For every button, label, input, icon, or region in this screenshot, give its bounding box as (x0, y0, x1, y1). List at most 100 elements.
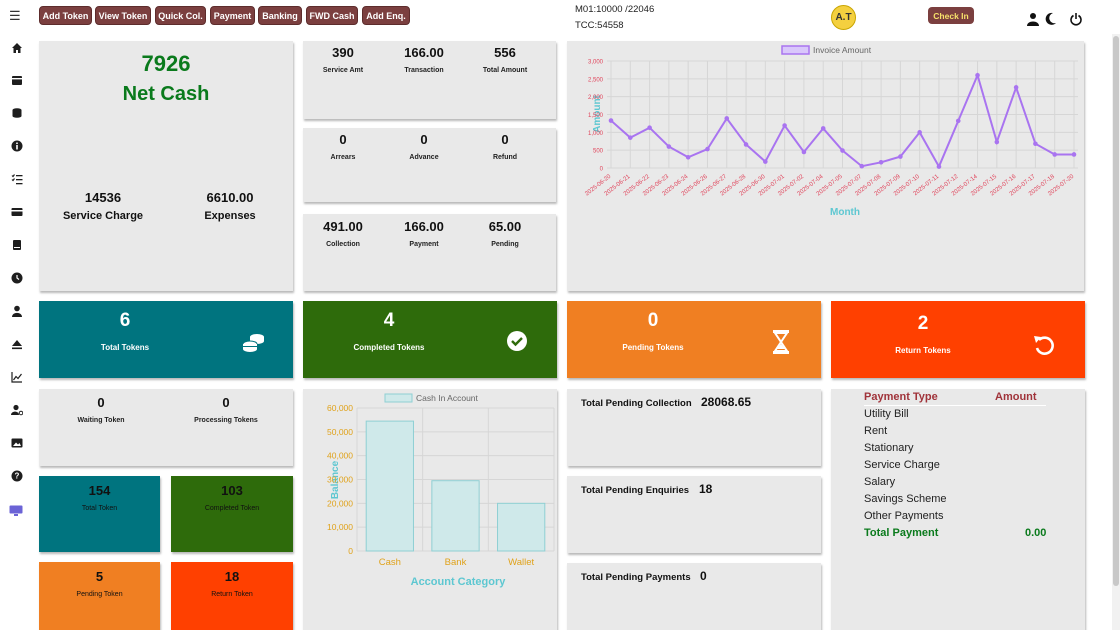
dashboard-main: 7926 Net Cash 14536 Service Charge 6610.… (32, 34, 1107, 630)
pending-tokens-tile[interactable]: 0 Pending Tokens (567, 301, 821, 378)
bar-wallet (497, 502, 546, 552)
store-icon[interactable] (11, 74, 23, 86)
line-data-point (994, 139, 1000, 145)
line-y-tick-label: 1,000 (588, 131, 604, 137)
line-data-point (1033, 141, 1038, 147)
pending-payments-card: Total Pending Payments 0 (567, 563, 821, 630)
balance-card: 0 Arrears 0 Advance 0 Refund (303, 128, 556, 202)
user-icon[interactable] (1027, 12, 1039, 26)
collection-card: 491.00 Collection 166.00 Payment 65.00 P… (303, 214, 556, 291)
bar-legend-label: Cash In Account (416, 393, 479, 403)
payment-button[interactable]: Payment (210, 6, 255, 25)
home-icon[interactable] (11, 42, 23, 54)
line-data-point (763, 159, 768, 164)
line-data-point (647, 125, 652, 130)
total-amount-value: 556 (494, 45, 516, 60)
menu-icon[interactable]: ☰ (9, 8, 21, 23)
dark-mode-icon[interactable] (1045, 12, 1057, 26)
task-list-icon[interactable] (11, 173, 23, 185)
return-tokens-tile[interactable]: 2 Return Tokens (831, 301, 1085, 378)
pending-payments-label: Total Pending Payments (581, 572, 691, 583)
return-tokens-count: 2 (917, 313, 929, 334)
bar-y-tick-label: 60,000 (327, 403, 353, 413)
eject-icon[interactable] (11, 338, 23, 350)
top-bar: ☰ Add Token View Token Quick Col. Paymen… (0, 0, 1120, 34)
total-amount-label: Total Amount (482, 67, 528, 74)
counter-info-line2: TCC:54558 (575, 20, 624, 31)
line-y-tick-label: 3,000 (588, 60, 604, 66)
total-token-count: 154 (88, 483, 111, 498)
arrears-label: Arrears (330, 154, 356, 161)
image-icon[interactable] (11, 437, 23, 449)
pending-token-small-tile[interactable]: 5 Pending Token (39, 562, 160, 630)
bar-bank (431, 480, 480, 552)
completed-tokens-tile[interactable]: 4 Completed Tokens (303, 301, 557, 378)
pending-payments-value: 0 (700, 569, 707, 583)
line-data-point (898, 154, 903, 159)
line-data-point (878, 159, 884, 165)
line-data-point (608, 118, 614, 123)
bar-legend-swatch (384, 393, 413, 403)
total-tokens-tile[interactable]: 6 Total Tokens (39, 301, 293, 378)
line-data-point (936, 164, 942, 169)
return-token-small-tile[interactable]: 18 Return Token (171, 562, 293, 630)
avatar[interactable]: A.T (831, 5, 856, 30)
cash-in-account-card: Cash In Account Balance Account Category… (303, 389, 557, 630)
amount-header: Amount (995, 391, 1037, 403)
fwd-cash-button[interactable]: FWD Cash (306, 6, 358, 25)
total-tokens-count: 6 (119, 310, 131, 331)
net-cash-value: 7926 (141, 51, 191, 76)
add-token-button[interactable]: Add Token (39, 6, 92, 25)
bar-y-tick-label: 20,000 (327, 498, 353, 508)
total-token-small-tile[interactable]: 154 Total Token (39, 476, 160, 552)
total-tokens-label: Total Tokens (100, 343, 150, 352)
person-icon[interactable] (11, 305, 23, 317)
add-enquiry-button[interactable]: Add Enq. (362, 6, 410, 25)
line-data-point (917, 130, 922, 135)
scrollbar-thumb[interactable] (1113, 36, 1119, 586)
bar-y-tick-label: 50,000 (327, 427, 353, 437)
advance-value: 0 (420, 132, 428, 147)
waiting-token-label: Waiting Token (77, 417, 125, 424)
banking-button[interactable]: Banking (258, 6, 302, 25)
database-icon[interactable] (11, 107, 23, 119)
quick-collection-button[interactable]: Quick Col. (155, 6, 206, 25)
user-settings-icon[interactable] (11, 404, 23, 416)
completed-token-small-tile[interactable]: 103 Completed Token (171, 476, 293, 552)
payment-label: Payment (409, 241, 439, 248)
undo-icon (1034, 336, 1054, 355)
net-cash-label: Net Cash (122, 83, 210, 105)
queue-card: 0 Waiting Token 0 Processing Tokens (39, 389, 293, 466)
line-y-tick-label: 1,500 (588, 113, 604, 119)
pending-tokens-count: 0 (647, 310, 659, 331)
pending-token-count: 5 (95, 569, 104, 584)
amount-summary-card: 390 Service Amt 166.00 Transaction 556 T… (303, 41, 556, 119)
line-y-tick-label: 500 (593, 149, 604, 155)
monitor-icon[interactable] (9, 505, 23, 517)
info-icon[interactable] (11, 140, 23, 152)
check-in-button[interactable]: Check In (928, 7, 974, 24)
power-icon[interactable] (1070, 12, 1082, 26)
completed-tokens-label: Completed Tokens (353, 343, 425, 352)
line-data-point (685, 155, 691, 160)
hourglass-icon (773, 330, 789, 354)
line-data-point (975, 72, 980, 78)
view-token-button[interactable]: View Token (95, 6, 151, 25)
service-charge-value: 14536 (84, 190, 122, 205)
book-icon[interactable] (11, 239, 23, 251)
return-token-count: 18 (224, 569, 240, 584)
payment-type-header: Payment Type (864, 391, 938, 403)
line-legend-swatch (781, 45, 810, 55)
bar-y-axis-label: Balance (330, 460, 341, 499)
header-divider (864, 405, 1046, 406)
payment-type-item: Service Charge (864, 459, 940, 471)
clock-icon[interactable] (11, 272, 23, 284)
bar-y-tick-label: 30,000 (327, 475, 353, 485)
line-chart-icon[interactable] (11, 371, 23, 383)
check-circle-icon (507, 331, 527, 351)
transaction-label: Transaction (404, 67, 444, 74)
payment-type-item: Rent (864, 425, 888, 437)
credit-card-icon[interactable] (11, 206, 23, 218)
help-icon[interactable]: ? (11, 470, 23, 482)
payment-type-item: Salary (864, 476, 896, 488)
